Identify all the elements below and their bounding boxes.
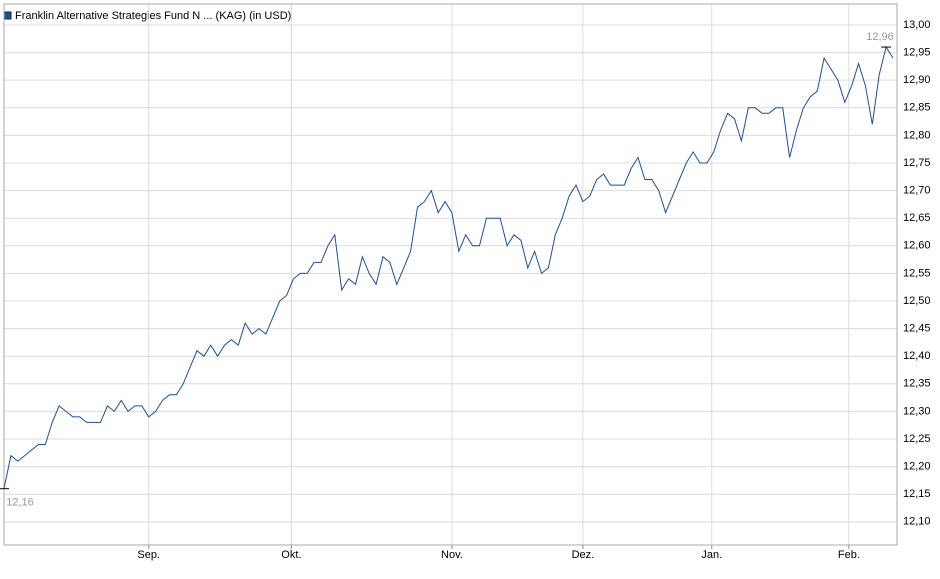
y-tick-label: 13,00: [903, 19, 931, 31]
y-tick-label: 12,75: [903, 157, 931, 169]
x-tick-label: Jan.: [701, 549, 722, 561]
y-tick-label: 12,90: [903, 74, 931, 86]
y-tick-label: 12,70: [903, 184, 931, 196]
y-tick-label: 12,65: [903, 212, 931, 224]
plot-frame: [3, 3, 898, 546]
extreme-label: 12,16: [6, 497, 34, 509]
y-tick-label: 12,30: [903, 405, 931, 417]
y-tick-label: 12,35: [903, 378, 931, 390]
x-tick-label: Nov.: [441, 549, 463, 561]
y-tick-label: 12,20: [903, 461, 931, 473]
y-tick-label: 12,60: [903, 240, 931, 252]
y-tick-label: 12,40: [903, 350, 931, 362]
x-tick-label: Dez.: [572, 549, 595, 561]
extreme-label: 12,96: [866, 31, 894, 43]
legend-swatch: [3, 11, 12, 20]
y-tick-label: 12,50: [903, 295, 931, 307]
y-tick-label: 12,45: [903, 323, 931, 335]
price-line: [3, 45, 894, 489]
y-tick-label: 12,80: [903, 129, 931, 141]
x-tick-label: Okt.: [281, 549, 301, 561]
y-tick-label: 12,15: [903, 488, 931, 500]
y-tick-label: 12,55: [903, 267, 931, 279]
y-tick-label: 12,10: [903, 516, 931, 528]
y-tick-label: 12,95: [903, 46, 931, 58]
chart-title: Franklin Alternative Strategies Fund N .…: [15, 10, 291, 22]
y-tick-label: 12,25: [903, 433, 931, 445]
x-tick-label: Sep.: [137, 549, 160, 561]
x-tick-label: Feb.: [838, 549, 860, 561]
y-tick-label: 12,85: [903, 102, 931, 114]
